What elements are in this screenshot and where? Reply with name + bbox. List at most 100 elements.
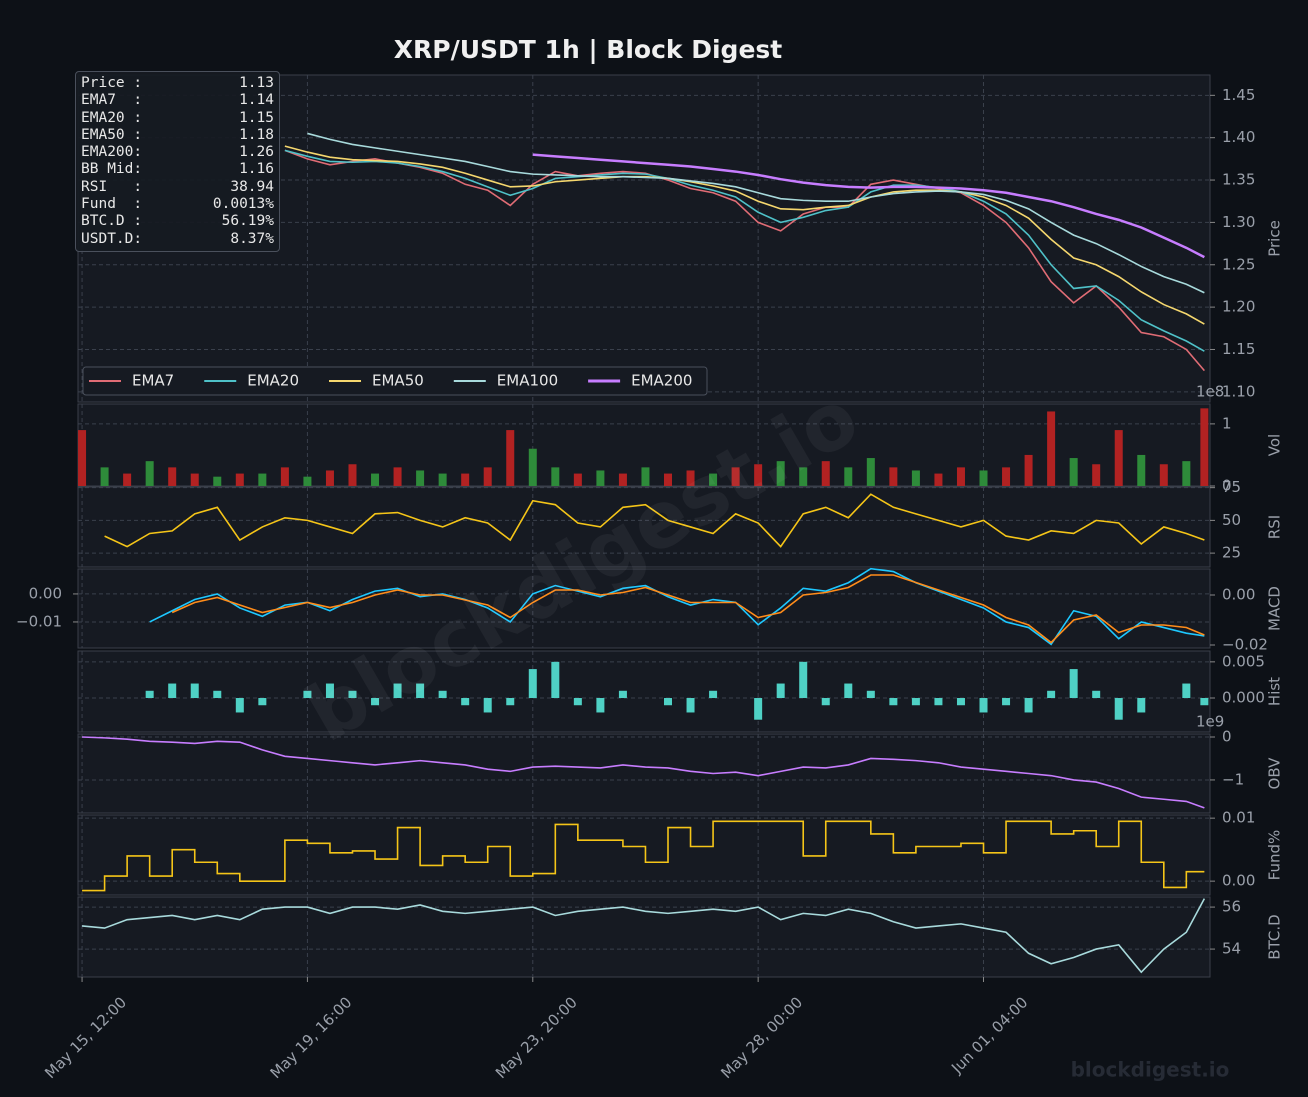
info-label: EMA200: bbox=[81, 144, 143, 161]
series-line bbox=[284, 149, 1205, 352]
x-tick-label: May 15, 12:00 bbox=[41, 993, 130, 1082]
bar bbox=[280, 467, 289, 486]
series-line bbox=[307, 132, 1205, 294]
legend: EMA7 EMA20 EMA50 EMA100 EMA200 bbox=[82, 366, 708, 396]
bar bbox=[979, 470, 988, 486]
legend-box bbox=[82, 366, 708, 396]
x-tick-label: May 23, 20:00 bbox=[492, 993, 581, 1082]
panel-background bbox=[77, 650, 1211, 733]
y-tick-label: 50 bbox=[1222, 511, 1241, 529]
bar bbox=[258, 473, 267, 486]
chart-title: XRP/USDT 1h | Block Digest bbox=[394, 35, 783, 64]
bar bbox=[528, 669, 537, 699]
bar bbox=[1002, 467, 1011, 486]
info-label: Price : bbox=[81, 75, 143, 91]
y-tick-label: 1.40 bbox=[1222, 128, 1255, 146]
y2-tick-label: 0.00 bbox=[1222, 586, 1255, 604]
bar bbox=[123, 473, 132, 486]
y-axis-label: MACD bbox=[1266, 586, 1284, 631]
y-tick-label: 25 bbox=[1222, 544, 1241, 562]
info-label: EMA7 : bbox=[81, 92, 143, 109]
bar bbox=[348, 464, 357, 486]
info-row: Fund : 0.0013% bbox=[81, 196, 274, 213]
bar bbox=[551, 467, 560, 486]
bar bbox=[844, 467, 853, 486]
bar bbox=[1069, 458, 1078, 486]
bar bbox=[934, 473, 943, 486]
bar bbox=[78, 430, 87, 486]
bar bbox=[528, 448, 537, 486]
y-tick-label: 1 bbox=[1222, 414, 1232, 432]
bar bbox=[1200, 698, 1209, 706]
series-line bbox=[532, 153, 1205, 259]
bar bbox=[190, 473, 199, 486]
y-tick-label: 0.005 bbox=[1222, 652, 1265, 670]
bar bbox=[1182, 461, 1191, 486]
info-row: USDT.D: 8.37% bbox=[81, 231, 274, 248]
bar bbox=[1137, 454, 1146, 486]
info-row: EMA20 : 1.15 bbox=[81, 110, 274, 127]
bar bbox=[754, 464, 763, 486]
bar bbox=[325, 683, 334, 699]
y-tick-label: −1 bbox=[1222, 770, 1244, 788]
y-tick-label: 75 bbox=[1222, 478, 1241, 496]
y-tick-label: 0.00 bbox=[29, 584, 62, 602]
info-row: BTC.D : 56.19% bbox=[81, 213, 274, 230]
panel-background bbox=[77, 896, 1211, 978]
x-tick-label: Jun 01, 04:00 bbox=[947, 993, 1031, 1077]
bar bbox=[596, 698, 605, 713]
legend-label: EMA100 bbox=[497, 372, 558, 390]
info-label: BB Mid: bbox=[81, 161, 143, 178]
bar bbox=[618, 473, 627, 486]
bar bbox=[1002, 698, 1011, 706]
y-tick-label: 0 bbox=[1222, 477, 1232, 495]
bar bbox=[235, 698, 244, 713]
bar bbox=[799, 467, 808, 486]
bar bbox=[866, 690, 875, 699]
info-value: 0.0013% bbox=[212, 196, 274, 213]
y-tick-label: 1.45 bbox=[1222, 86, 1255, 104]
bar bbox=[145, 461, 154, 486]
info-value: 1.15 bbox=[239, 109, 274, 126]
bar bbox=[754, 698, 763, 720]
y-tick-label: 54 bbox=[1222, 940, 1241, 958]
series-line bbox=[149, 567, 1205, 646]
bar bbox=[213, 690, 222, 699]
y-tick-label: 0.00 bbox=[1222, 872, 1255, 890]
legend-label: EMA20 bbox=[247, 372, 299, 390]
bar bbox=[618, 690, 627, 699]
bar bbox=[190, 683, 199, 699]
info-label: RSI : bbox=[81, 178, 143, 195]
info-label: Fund : bbox=[81, 196, 143, 213]
bar bbox=[416, 470, 425, 486]
bar bbox=[911, 470, 920, 486]
bar bbox=[371, 473, 380, 486]
bar bbox=[821, 698, 830, 706]
bar bbox=[438, 690, 447, 699]
bar bbox=[664, 473, 673, 486]
y2-tick-label: −0.02 bbox=[1222, 636, 1268, 654]
bar bbox=[1069, 669, 1078, 699]
info-label: USDT.D: bbox=[81, 230, 143, 247]
info-row: RSI : 38.94 bbox=[81, 179, 274, 196]
bar bbox=[1114, 430, 1123, 486]
axis-offset-label: 1e9 bbox=[1196, 713, 1224, 731]
bar bbox=[213, 476, 222, 486]
info-value: 1.26 bbox=[239, 144, 274, 161]
y-tick-label: −0.01 bbox=[16, 612, 62, 630]
y-tick-label: 1.10 bbox=[1222, 382, 1255, 400]
bar bbox=[551, 661, 560, 699]
bar bbox=[821, 461, 830, 486]
bar bbox=[100, 467, 109, 486]
bar bbox=[416, 683, 425, 699]
bar bbox=[506, 430, 515, 486]
bar bbox=[573, 473, 582, 486]
y-tick-label: 1.25 bbox=[1222, 255, 1255, 273]
bar bbox=[1047, 411, 1056, 486]
footer-brand: blockdigest.io bbox=[1071, 1058, 1230, 1082]
info-row: EMA200: 1.26 bbox=[81, 144, 274, 161]
bar bbox=[325, 470, 334, 486]
info-row: EMA7 : 1.14 bbox=[81, 92, 274, 109]
